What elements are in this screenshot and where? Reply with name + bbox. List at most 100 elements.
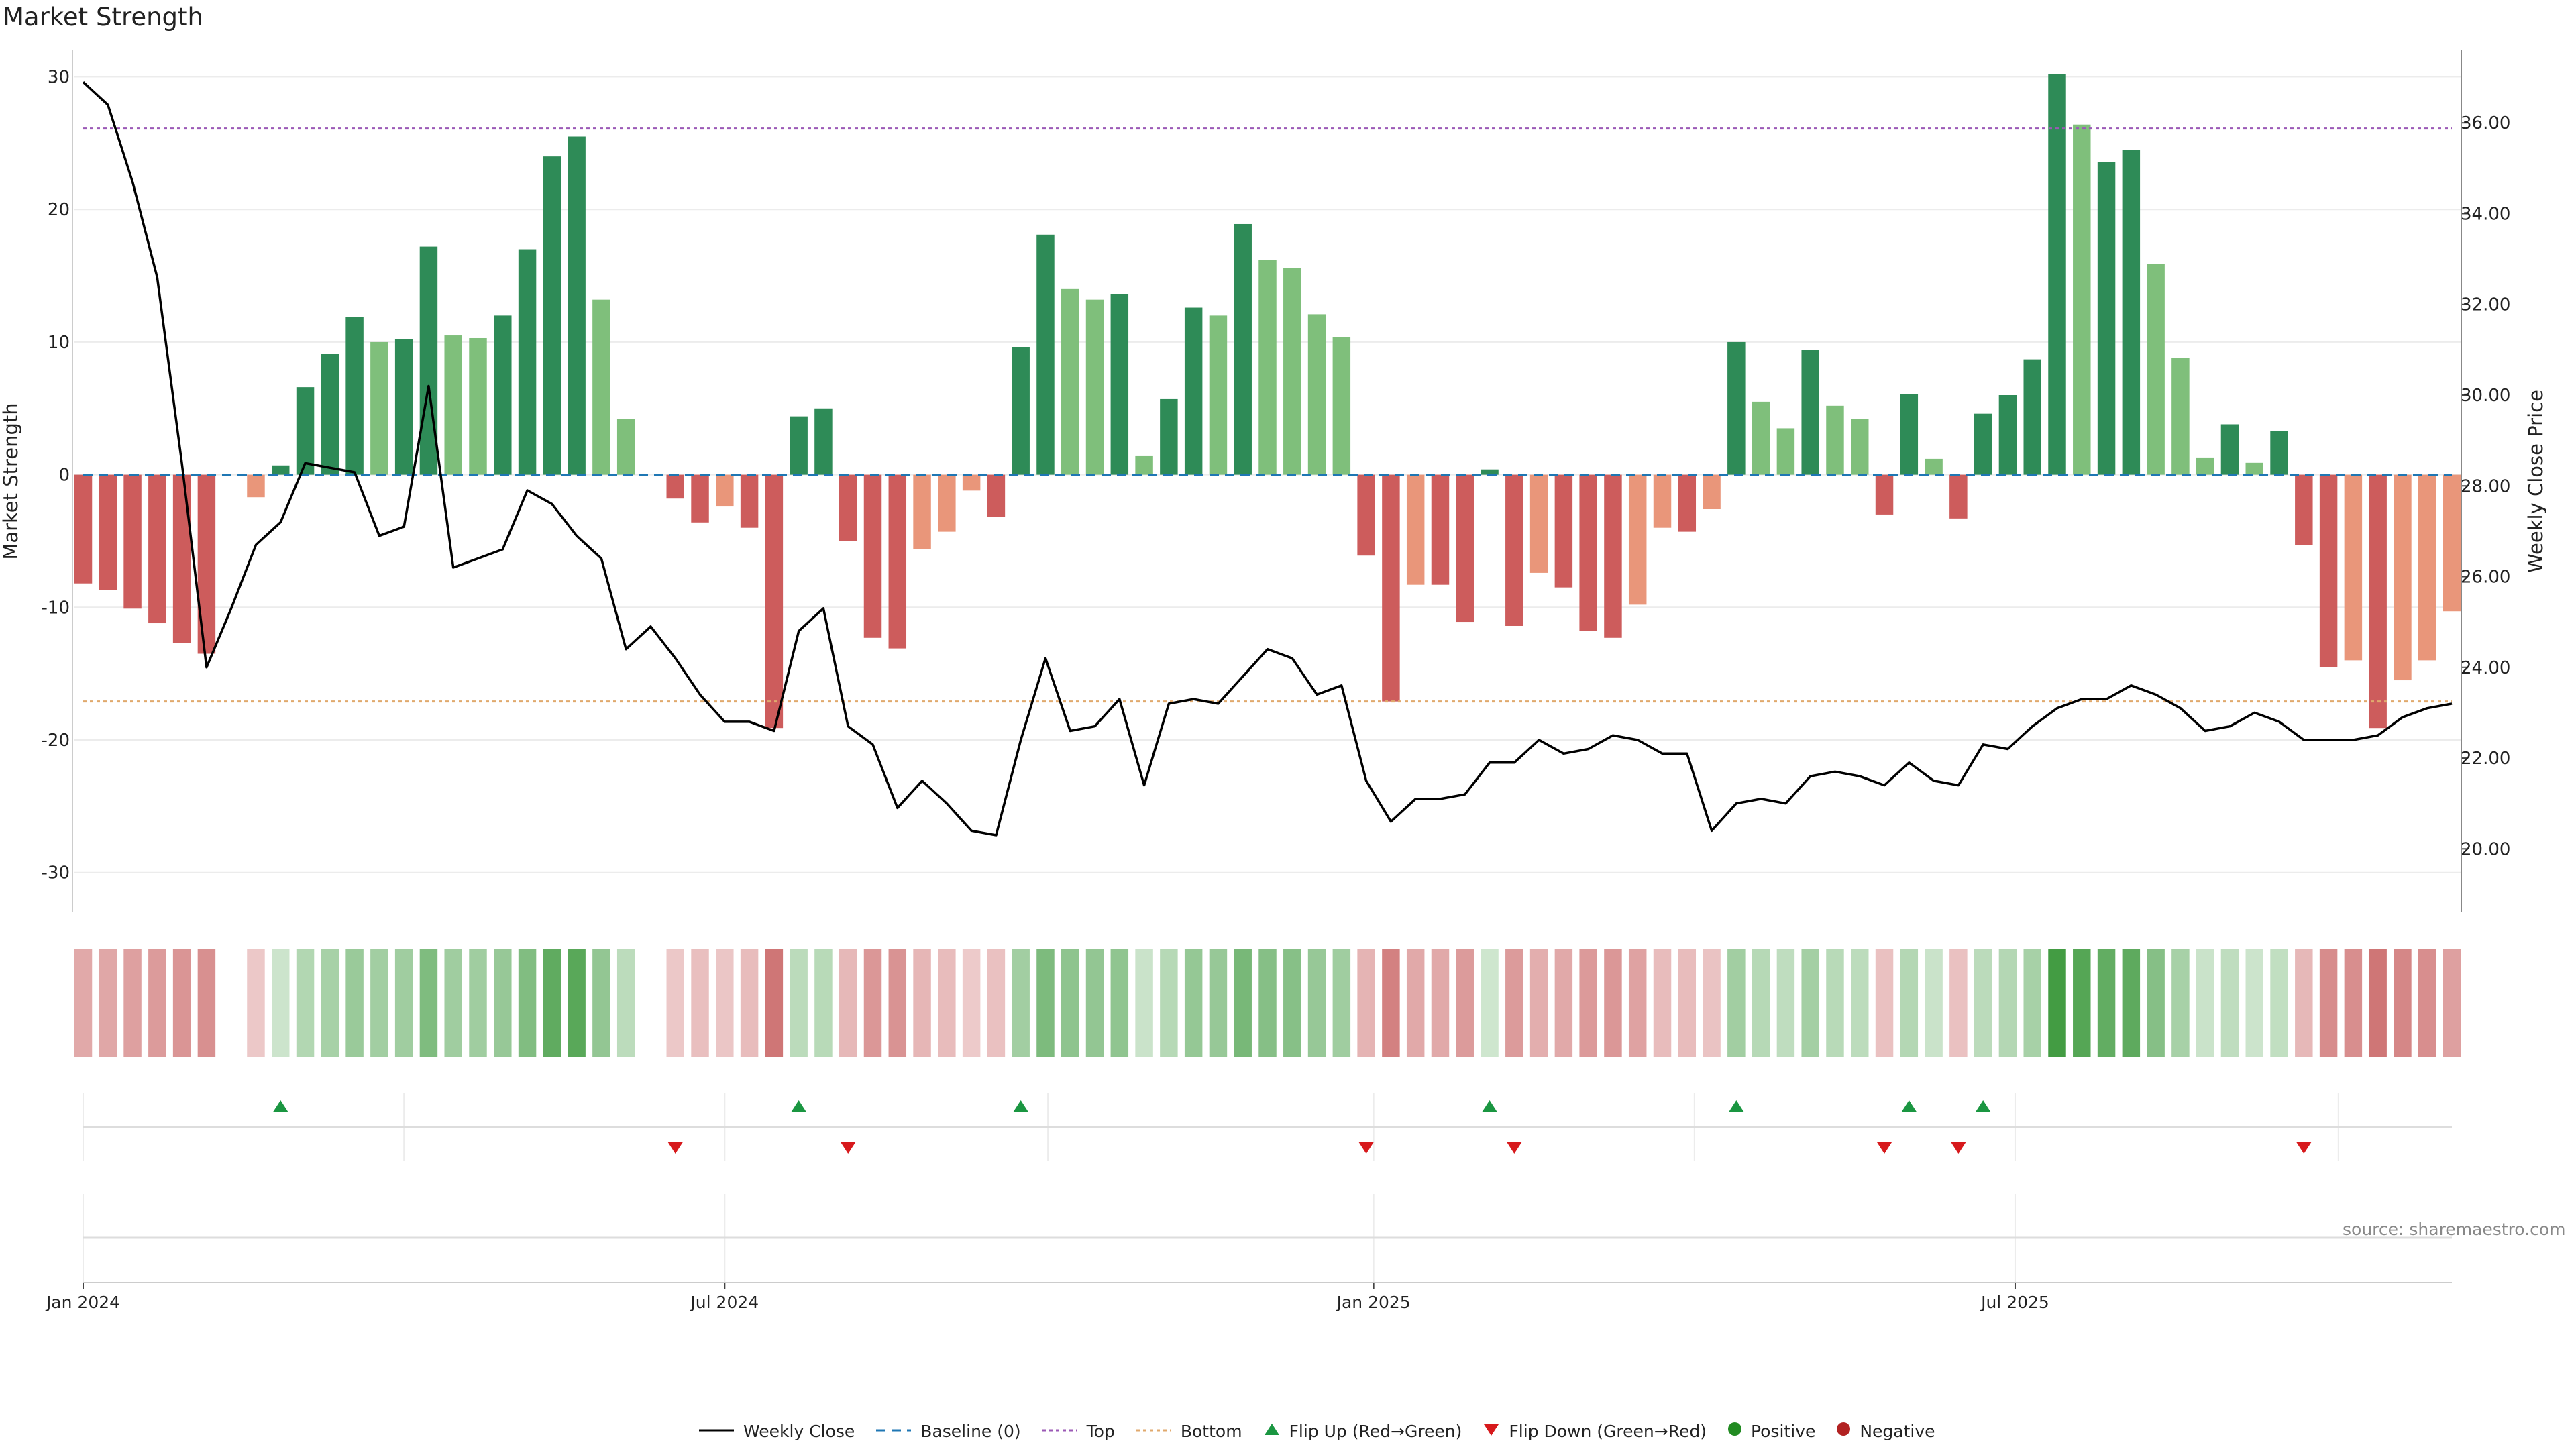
- strength-bar: [1135, 455, 1153, 475]
- heat-cell: [765, 949, 784, 1057]
- heat-cell: [2220, 949, 2239, 1057]
- strength-bar: [1875, 474, 1894, 515]
- strength-bar: [2270, 431, 2288, 475]
- heat-cell: [913, 949, 931, 1057]
- y-tick-label: 0: [58, 466, 70, 486]
- heat-cell: [1529, 949, 1548, 1057]
- heat-cell: [1678, 949, 1697, 1057]
- legend-label: Flip Up (Red→Green): [1289, 1421, 1462, 1441]
- y2-tick-label: 20.00: [2461, 839, 2510, 859]
- strength-bar: [444, 335, 462, 475]
- flip-down-marker: [1877, 1142, 1892, 1154]
- reference-lines: [83, 127, 2452, 703]
- legend-label: Baseline (0): [920, 1421, 1021, 1441]
- strength-bar: [1653, 474, 1672, 528]
- flip-down-marker: [1358, 1142, 1374, 1154]
- heat-cell: [1505, 949, 1523, 1057]
- strength-bar: [1110, 294, 1129, 475]
- strength-bar: [2245, 462, 2263, 475]
- y-tick-label: 30: [48, 68, 70, 88]
- strength-bar: [394, 339, 413, 475]
- x-tick-label: Jul 2024: [689, 1293, 759, 1312]
- flip-up-marker: [1729, 1100, 1744, 1112]
- strength-bar: [148, 474, 166, 624]
- strength-bar: [247, 474, 265, 498]
- strength-bar: [1826, 405, 1844, 475]
- legend-label: Positive: [1750, 1421, 1816, 1441]
- legend-label: Bottom: [1180, 1421, 1242, 1441]
- heat-cell: [1234, 949, 1252, 1057]
- strength-bar: [666, 474, 684, 499]
- heat-cell: [938, 949, 956, 1057]
- heat-cell: [1382, 949, 1400, 1057]
- strength-bar: [2122, 150, 2141, 475]
- heat-cell: [2048, 949, 2066, 1057]
- strength-bar: [1283, 268, 1301, 475]
- legend-label: Flip Down (Green→Red): [1509, 1421, 1707, 1441]
- strength-bar: [1752, 401, 1770, 475]
- strength-bar: [1085, 299, 1104, 475]
- strength-bar: [1505, 474, 1523, 626]
- heat-cell: [1826, 949, 1844, 1057]
- strength-bar: [1604, 474, 1622, 638]
- strength-bar: [494, 315, 512, 475]
- heat-cell: [2147, 949, 2165, 1057]
- strength-bar: [1851, 419, 1869, 475]
- y-tick-label: -30: [42, 863, 70, 883]
- flip-up-marker: [1976, 1100, 1991, 1112]
- strength-bar: [962, 474, 981, 491]
- legend-item-flip-up: Flip Up (Red→Green): [1263, 1421, 1462, 1441]
- heat-cell: [2394, 949, 2412, 1057]
- heat-cell: [2270, 949, 2288, 1057]
- heat-cell: [2418, 949, 2436, 1057]
- heat-cell: [2369, 949, 2387, 1057]
- y2-axis-title: Weekly Close Price: [2524, 390, 2547, 573]
- heat-cell: [172, 949, 191, 1057]
- strength-bar: [296, 387, 315, 475]
- strength-bar: [913, 474, 931, 549]
- legend-swatch: [1135, 1421, 1173, 1441]
- lower-panel: [83, 1194, 2452, 1283]
- heat-cell: [1653, 949, 1672, 1057]
- heat-cell: [1160, 949, 1178, 1057]
- heat-cell: [1579, 949, 1597, 1057]
- strength-bar: [1554, 474, 1573, 588]
- heat-cell: [1332, 949, 1351, 1057]
- y2-tick-label: 24.00: [2461, 658, 2510, 678]
- legend-swatch: [1041, 1421, 1079, 1441]
- legend-item-baseline: Baseline (0): [875, 1421, 1021, 1441]
- heat-cell: [863, 949, 882, 1057]
- strength-bar: [691, 474, 709, 523]
- flip-down-marker: [1951, 1142, 1966, 1154]
- strength-bar: [1406, 474, 1425, 585]
- heat-cell: [123, 949, 142, 1057]
- legend-swatch: [875, 1421, 912, 1441]
- strength-bar: [1727, 341, 1746, 475]
- strength-bar: [839, 474, 857, 541]
- heat-cell: [568, 949, 586, 1057]
- y-tick-label: -10: [42, 598, 70, 618]
- strength-bar: [2295, 474, 2313, 545]
- heat-cell: [321, 949, 339, 1057]
- flip-up-marker: [1901, 1100, 1917, 1112]
- strength-bar: [1949, 474, 1968, 519]
- strength-bar: [2023, 359, 2041, 475]
- heat-cell: [691, 949, 709, 1057]
- heat-cell: [1925, 949, 1943, 1057]
- heat-cell: [987, 949, 1006, 1057]
- heat-cell: [716, 949, 734, 1057]
- strength-bar: [987, 474, 1006, 517]
- heat-cell: [1900, 949, 1919, 1057]
- heat-cell: [2443, 949, 2461, 1057]
- flip-down-marker: [841, 1142, 856, 1154]
- flip-down-marker: [667, 1142, 683, 1154]
- strength-bar: [863, 474, 882, 638]
- y2-tick-label: 22.00: [2461, 749, 2510, 769]
- legend-swatch: [1263, 1421, 1281, 1441]
- heat-cell: [592, 949, 610, 1057]
- strength-bar: [938, 474, 956, 532]
- y-axis-title: Market Strength: [0, 402, 22, 559]
- heat-cell: [74, 949, 93, 1057]
- strength-heat-strip: [74, 949, 2461, 1057]
- heat-cell: [1875, 949, 1894, 1057]
